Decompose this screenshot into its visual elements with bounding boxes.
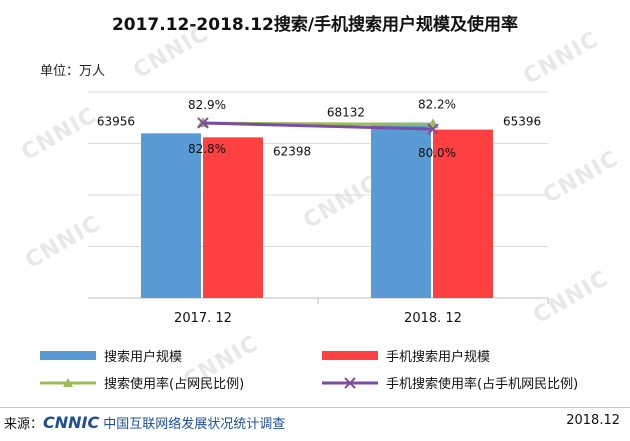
source-label: 来源： xyxy=(4,417,44,432)
chart-title: 2017.12-2018.12搜索/手机搜索用户规模及使用率 xyxy=(111,15,519,35)
x-tick-label: 2018. 12 xyxy=(404,311,462,326)
data-label: 82.9% xyxy=(188,98,226,112)
legend-label: 手机搜索用户规模 xyxy=(386,350,491,365)
line-marker xyxy=(197,117,209,129)
footer-date: 2018.12 xyxy=(566,413,620,428)
legend-item-search-rate: 搜索使用率(占网民比例) xyxy=(40,373,244,392)
data-label: 63956 xyxy=(97,114,135,128)
bar xyxy=(433,129,493,298)
data-label: 65396 xyxy=(503,115,541,129)
legend-label: 搜索使用率(占网民比例) xyxy=(104,377,245,392)
data-label: 80.0% xyxy=(418,146,456,160)
source-org: 中国互联网络发展状况统计调查 xyxy=(103,417,286,432)
legend-item-mobile-search-users: 手机搜索用户规模 xyxy=(322,346,490,365)
bar xyxy=(371,122,431,299)
data-label: 62398 xyxy=(273,144,311,158)
line-marker xyxy=(427,123,439,135)
data-label: 68132 xyxy=(327,106,365,120)
x-tick-label: 2017. 12 xyxy=(174,311,232,326)
legend-swatch xyxy=(40,351,96,360)
legend-swatch xyxy=(40,377,96,389)
footer-divider xyxy=(0,407,630,408)
data-label: 82.8% xyxy=(188,142,226,156)
footer-source: 来源： CNNIC 中国互联网络发展状况统计调查 xyxy=(4,413,285,432)
data-label: 82.2% xyxy=(418,97,456,111)
legend-swatch xyxy=(322,351,378,360)
legend-item-mobile-search-rate: 手机搜索使用率(占手机网民比例) xyxy=(322,373,578,392)
legend-label: 搜索用户规模 xyxy=(104,350,183,365)
cnnic-logo: CNNIC xyxy=(43,413,100,432)
bar xyxy=(141,133,201,298)
legend-swatch xyxy=(322,376,378,389)
legend-item-search-users: 搜索用户规模 xyxy=(40,346,182,365)
unit-label: 单位：万人 xyxy=(40,64,106,79)
legend-label: 手机搜索使用率(占手机网民比例) xyxy=(386,377,579,392)
series-line xyxy=(202,121,434,131)
bar xyxy=(203,137,263,298)
